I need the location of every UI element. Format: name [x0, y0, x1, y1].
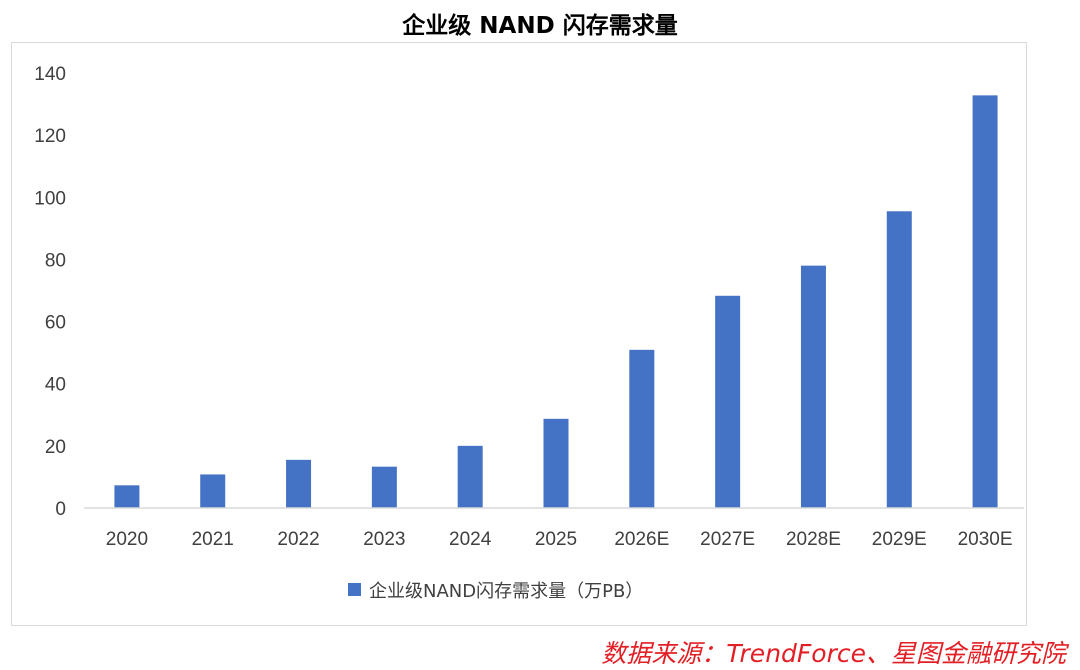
y-tick-label: 0	[55, 499, 66, 520]
x-tick-label: 2027E	[700, 529, 755, 550]
legend-swatch	[348, 583, 361, 596]
y-tick-label: 40	[45, 375, 66, 396]
bar	[200, 474, 226, 508]
x-tick-label: 2020	[106, 529, 148, 550]
bar	[800, 265, 826, 508]
bar	[972, 95, 998, 508]
bar	[286, 459, 312, 508]
x-tick-label: 2021	[192, 529, 234, 550]
y-tick-label: 120	[34, 126, 66, 147]
y-tick-label: 20	[45, 437, 66, 458]
x-tick-label: 2029E	[872, 529, 927, 550]
y-tick-label: 60	[45, 313, 66, 334]
y-tick-label: 140	[34, 64, 66, 85]
y-axis-labels: 0 20 40 60 80 100 120 140	[34, 64, 66, 520]
x-tick-label: 2025	[535, 529, 577, 550]
y-tick-label: 80	[45, 250, 66, 271]
y-tick-label: 100	[34, 188, 66, 209]
bar	[114, 485, 140, 508]
bar	[886, 211, 912, 508]
source-note: 数据来源：TrendForce、星图金融研究院	[601, 639, 1066, 668]
x-axis-labels: 2020 2021 2022 2023 2024 2025 2026E 2027E 2028E 2…	[106, 529, 1013, 550]
bar	[457, 445, 483, 508]
x-tick-label: 2028E	[786, 529, 841, 550]
x-tick-label: 2024	[449, 529, 492, 550]
x-tick-label: 2030E	[958, 529, 1013, 550]
legend-label: 企业级NAND闪存需求量（万PB）	[369, 581, 643, 602]
bar	[371, 466, 397, 508]
chart-title: 企业级 NAND 闪存需求量	[402, 13, 678, 39]
x-tick-label: 2023	[363, 529, 405, 550]
legend: 企业级NAND闪存需求量（万PB）	[348, 581, 643, 602]
bar	[715, 295, 741, 508]
chart-area	[11, 42, 1027, 626]
bar	[543, 418, 569, 508]
bars	[114, 95, 998, 508]
bar	[629, 349, 655, 508]
x-tick-label: 2026E	[614, 529, 669, 550]
x-tick-label: 2022	[277, 529, 319, 550]
